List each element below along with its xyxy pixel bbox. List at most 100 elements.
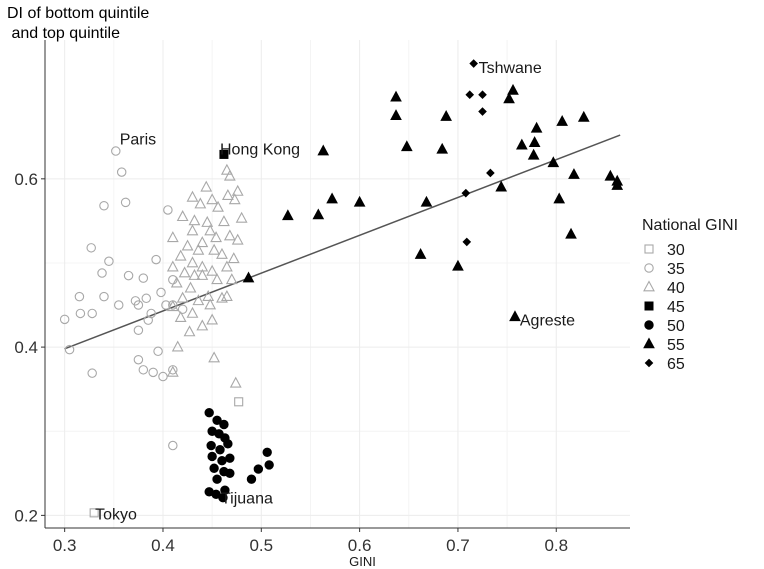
data-point <box>326 192 338 204</box>
data-point <box>219 419 229 430</box>
annotation-label: Tshwane <box>479 60 542 77</box>
legend-entry: 40 <box>643 280 685 297</box>
data-point <box>516 138 528 150</box>
data-point <box>204 298 217 310</box>
data-point <box>204 408 214 418</box>
data-point <box>204 224 217 236</box>
data-point <box>215 445 225 455</box>
data-point <box>225 273 238 285</box>
data-point <box>181 239 194 251</box>
data-point <box>168 440 178 451</box>
data-point <box>400 140 413 152</box>
data-point <box>209 463 219 473</box>
data-point <box>186 224 199 236</box>
y-tick-label: 0.6 <box>14 170 38 189</box>
data-point <box>196 319 209 331</box>
data-point <box>231 233 244 245</box>
data-point <box>188 268 201 280</box>
series-65 <box>461 59 495 247</box>
data-point <box>161 300 171 310</box>
series-55 <box>242 83 624 322</box>
y-axis-title: DI of bottom quintile and top quintile <box>7 5 149 42</box>
data-point <box>234 397 244 407</box>
annotation-label: Agreste <box>520 312 575 329</box>
data-point <box>87 308 97 319</box>
data-point <box>194 197 207 209</box>
data-point <box>97 268 107 278</box>
trend-line <box>64 134 621 350</box>
legend-entry: 30 <box>644 242 685 259</box>
data-point <box>143 315 153 325</box>
data-point <box>527 148 540 160</box>
data-point <box>156 287 166 298</box>
data-point <box>262 447 272 457</box>
legend-key-diamond <box>644 358 654 368</box>
data-point <box>220 163 233 175</box>
data-point <box>390 90 402 102</box>
data-point <box>216 247 228 259</box>
legend-label: 40 <box>667 280 685 297</box>
data-point <box>163 205 173 215</box>
data-point <box>87 368 97 378</box>
annotation-label: Tijuana <box>221 491 273 508</box>
x-tick-label: 0.4 <box>151 536 175 555</box>
data-point <box>568 168 580 179</box>
data-point <box>178 266 191 278</box>
data-point <box>253 464 264 474</box>
annotations: Paris Hong Kong Tshwane Agreste Tijuana Tokyo <box>95 60 575 524</box>
data-point <box>133 354 144 365</box>
data-point <box>486 168 495 178</box>
data-point <box>59 314 70 325</box>
legend-entry: 45 <box>644 299 685 316</box>
data-point <box>151 254 161 265</box>
data-point <box>177 304 188 314</box>
data-point <box>223 229 236 241</box>
data-point <box>99 291 109 302</box>
legend: National GINI 30 35 40 45 50 55 65 <box>642 217 738 373</box>
data-point <box>120 197 131 208</box>
data-point <box>509 310 521 322</box>
data-point <box>208 243 221 255</box>
data-point <box>353 195 366 207</box>
data-point <box>478 107 487 116</box>
data-point <box>186 256 199 268</box>
data-point <box>556 115 568 126</box>
legend-label: 55 <box>667 337 685 354</box>
data-point <box>604 169 617 181</box>
data-point <box>166 260 179 272</box>
data-point <box>111 146 121 156</box>
data-point <box>196 268 209 280</box>
data-point <box>229 376 242 388</box>
data-point <box>206 313 219 325</box>
data-point <box>565 227 577 239</box>
x-axis: 0.3 0.4 0.5 0.6 0.7 0.8 <box>45 527 630 555</box>
data-point <box>223 439 233 449</box>
legend-entry: 65 <box>644 356 685 373</box>
data-point <box>225 468 235 479</box>
data-point <box>133 325 144 336</box>
legend-key-circle <box>644 263 654 273</box>
data-point <box>174 310 187 323</box>
data-point <box>64 344 75 355</box>
legend-label: 35 <box>667 261 685 278</box>
data-point <box>462 237 472 247</box>
x-axis-title: GINI <box>349 554 376 569</box>
data-point <box>99 201 109 211</box>
data-point <box>113 300 124 310</box>
data-point <box>211 273 223 285</box>
data-point <box>104 256 114 267</box>
data-point <box>168 365 178 375</box>
x-tick-label: 0.7 <box>446 536 470 555</box>
legend-title: National GINI <box>642 217 738 234</box>
data-point <box>220 260 233 272</box>
data-point <box>86 243 96 253</box>
legend-label: 65 <box>667 356 685 373</box>
data-point <box>138 365 149 375</box>
data-point <box>166 365 179 377</box>
data-point <box>235 211 248 223</box>
annotation-label: Tokyo <box>95 507 137 524</box>
data-point <box>206 264 219 276</box>
data-point <box>530 121 543 133</box>
y-axis-title-line: DI of bottom quintile <box>7 5 149 22</box>
